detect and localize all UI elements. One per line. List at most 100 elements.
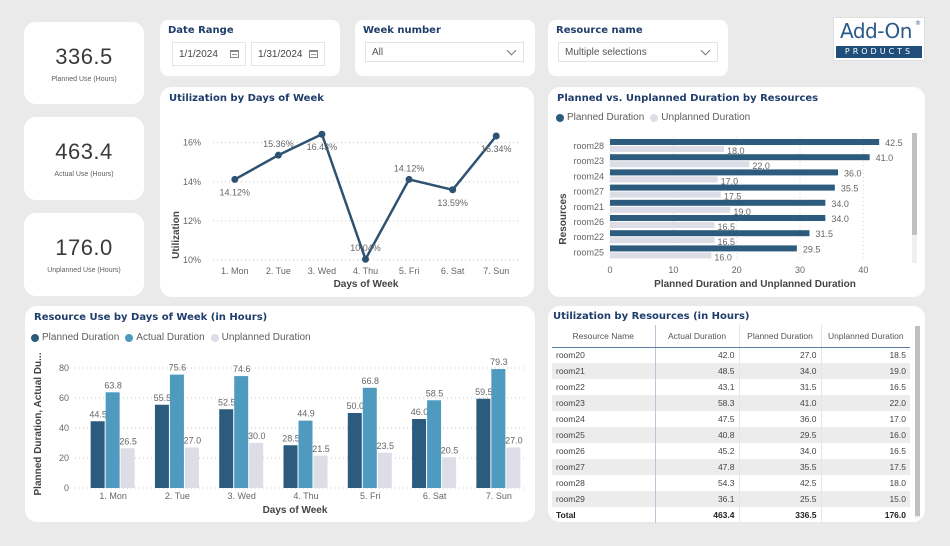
data-label: 26.5	[119, 436, 137, 446]
end-date-value: 1/31/2024	[258, 48, 303, 60]
table-row[interactable]: room26 45.2 34.0 16.5	[552, 443, 910, 459]
cell-resource-name: room27	[552, 459, 656, 475]
table-row[interactable]: room21 48.5 34.0 19.0	[552, 363, 910, 379]
chart-scrollbar-thumb[interactable]	[912, 133, 917, 235]
slicer-title: Resource name	[556, 25, 643, 36]
table-row[interactable]: room20 42.0 27.0 18.5	[552, 347, 910, 363]
start-date-value: 1/1/2024	[179, 48, 218, 60]
y-tick-label: room24	[573, 171, 604, 181]
table-row[interactable]: room27 47.8 35.5 17.5	[552, 459, 910, 475]
legend-label: Planned Duration	[42, 332, 120, 343]
bar-planned	[283, 445, 298, 488]
data-label: 16.0	[714, 252, 732, 262]
table-header-row: Resource Name Actual Duration Planned Du…	[552, 325, 910, 348]
end-date-input[interactable]: 1/31/2024	[251, 42, 325, 66]
chart-title: Utilization by Days of Week	[169, 93, 324, 104]
dropdown-value: Multiple selections	[565, 46, 647, 58]
data-label: 16.43%	[307, 142, 338, 152]
bar-planned	[610, 139, 880, 145]
cell-value: 16.5	[889, 446, 906, 456]
cell-value: 48.5	[655, 363, 740, 379]
calendar-icon[interactable]	[230, 50, 239, 58]
start-date-input[interactable]: 1/1/2024	[172, 42, 246, 66]
x-tick-label: 7. Sun	[486, 491, 512, 501]
resource-use-bar-chart: Planned Duration, Actual Du... Days of W…	[33, 352, 525, 516]
legend-item-actual[interactable]: Actual Duration	[125, 332, 205, 343]
table-row[interactable]: room24 47.5 36.0 17.0	[552, 411, 910, 427]
cell-resource-name: room25	[552, 427, 656, 443]
bar-unplanned	[610, 161, 750, 168]
x-tick-label: 2. Tue	[266, 266, 291, 276]
table-total-row[interactable]: Total 463.4 336.5 176.0	[552, 507, 910, 523]
bar-unplanned	[313, 455, 328, 488]
bar-actual	[362, 387, 377, 488]
chart-title: Planned vs. Unplanned Duration by Resour…	[557, 93, 819, 104]
table-scrollbar-thumb[interactable]	[915, 326, 920, 516]
slicer-title: Date Range	[168, 25, 234, 36]
y-tick-label: room27	[573, 187, 604, 197]
x-tick-label: 7. Sun	[483, 266, 509, 276]
bar-unplanned	[442, 457, 457, 488]
cell-value: 47.5	[655, 411, 740, 427]
logo-wordmark: Add-On	[840, 19, 912, 43]
legend-item-planned[interactable]: Planned Duration	[31, 332, 119, 343]
legend-item-planned[interactable]: Planned Duration	[556, 112, 644, 123]
cell-value: 463.4	[655, 507, 740, 523]
column-header-resource-name[interactable]: Resource Name	[552, 325, 656, 348]
data-label: 66.8	[362, 376, 380, 386]
y-tick-label: 12%	[183, 216, 201, 226]
cell-resource-name: room23	[552, 395, 656, 411]
table-row[interactable]: room25 40.8 29.5 16.0	[552, 427, 910, 443]
bar-actual	[105, 392, 120, 488]
cell-value: 31.5	[739, 379, 822, 395]
calendar-icon[interactable]	[309, 50, 318, 58]
bar-actual	[234, 376, 249, 488]
column-header-actual-duration[interactable]: Actual Duration	[655, 325, 740, 348]
data-label: 36.0	[844, 168, 862, 178]
data-label: 35.5	[841, 184, 859, 194]
legend-dot	[556, 113, 564, 122]
y-tick-label: room23	[573, 156, 604, 166]
table-row[interactable]: room22 43.1 31.5 16.5	[552, 379, 910, 395]
utilization-by-day-card: Utilization by Days of Week Utilization …	[160, 87, 534, 297]
data-label: 16.5	[718, 237, 736, 247]
data-label: 74.6	[233, 364, 251, 374]
chart-title: Resource Use by Days of Week (in Hours)	[34, 312, 268, 323]
x-tick-label: 3. Wed	[228, 491, 256, 501]
table-row[interactable]: room29 36.1 25.5 15.0	[552, 491, 910, 507]
resource-name-dropdown[interactable]: Multiple selections	[558, 42, 718, 62]
data-label: 23.5	[377, 441, 395, 451]
table-row[interactable]: room28 54.3 42.5 18.0	[552, 475, 910, 491]
logo-products-bar: PRODUCTS	[836, 46, 922, 58]
data-label: 50.0	[347, 401, 365, 411]
column-header-planned-duration[interactable]: Planned Duration	[739, 325, 822, 348]
data-label: 44.5	[89, 409, 107, 419]
data-label: 34.0	[831, 214, 849, 224]
legend-item-unplanned[interactable]: Unplanned Duration	[210, 332, 311, 343]
y-tick-label: 0	[64, 483, 69, 493]
week-number-dropdown[interactable]: All	[365, 42, 524, 62]
table-row[interactable]: room23 58.3 41.0 22.0	[552, 395, 910, 411]
y-axis-title: Planned Duration, Actual Du...	[33, 352, 44, 495]
bar-unplanned	[610, 222, 715, 228]
legend-item-unplanned[interactable]: Unplanned Duration	[650, 112, 750, 123]
week-number-slicer: Week number All	[355, 20, 535, 76]
y-tick-label: 60	[59, 393, 69, 403]
cell-value: 27.0	[739, 347, 822, 363]
bar-actual	[169, 374, 184, 488]
utilization-line-chart: Utilization Days of Week 10% 12% 14% 16% 1. …	[171, 130, 518, 290]
data-label: 30.0	[248, 431, 266, 441]
y-tick-label: 16%	[183, 138, 201, 148]
data-label: 28.5	[282, 433, 300, 443]
kpi-value: 336.5	[55, 43, 113, 69]
kpi-value: 463.4	[55, 139, 113, 164]
bar-unplanned	[610, 176, 718, 183]
cell-value: 40.8	[655, 427, 740, 443]
data-label: 20.5	[441, 445, 459, 455]
y-axis-title: Resources	[558, 193, 569, 245]
bar-actual	[427, 400, 442, 488]
data-label: 31.5	[816, 229, 834, 239]
planned-vs-unplanned-card: Planned vs. Unplanned Duration by Resour…	[548, 87, 925, 297]
column-header-unplanned-duration[interactable]: Unplanned Duration	[821, 325, 910, 348]
y-tick-label: 14%	[183, 177, 201, 187]
